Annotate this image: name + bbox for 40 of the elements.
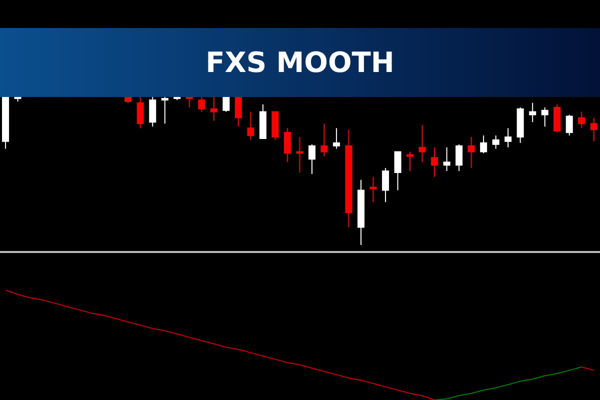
candlestick (198, 97, 206, 112)
candlestick (272, 111, 279, 140)
candlestick (516, 106, 524, 144)
candlestick (332, 128, 340, 150)
candlestick (406, 151, 414, 172)
candlestick (566, 114, 573, 136)
candlestick (456, 144, 463, 172)
candlestick (554, 104, 561, 134)
candlestick (418, 124, 426, 163)
candlestick (210, 97, 218, 122)
candlestick (234, 97, 242, 128)
candlestick (529, 102, 536, 123)
candlestick (578, 111, 586, 129)
candlestick (320, 123, 328, 157)
candlestick (149, 97, 156, 128)
candlestick (541, 106, 548, 128)
candlestick (136, 97, 144, 129)
candlestick (186, 97, 193, 108)
candlestick (370, 176, 377, 203)
candlestick (2, 97, 10, 150)
candlestick (590, 117, 598, 142)
candlestick (345, 129, 352, 228)
chart-title: FXS MOOTH (0, 28, 600, 97)
candlestick (308, 144, 316, 174)
candlestick (222, 97, 230, 112)
candlestick (161, 97, 168, 124)
candlestick (394, 151, 402, 191)
candlestick (259, 104, 266, 139)
candlestick (431, 146, 438, 178)
candlestick (443, 146, 450, 172)
candlestick (480, 134, 488, 154)
candlestick (468, 136, 475, 169)
candlestick (357, 179, 364, 245)
candlestick (296, 136, 304, 173)
candlestick (124, 97, 132, 104)
candlestick (284, 128, 291, 163)
candlestick (504, 128, 512, 148)
candlestick (492, 134, 500, 150)
candlestick (247, 111, 254, 140)
candlestick (382, 168, 389, 203)
